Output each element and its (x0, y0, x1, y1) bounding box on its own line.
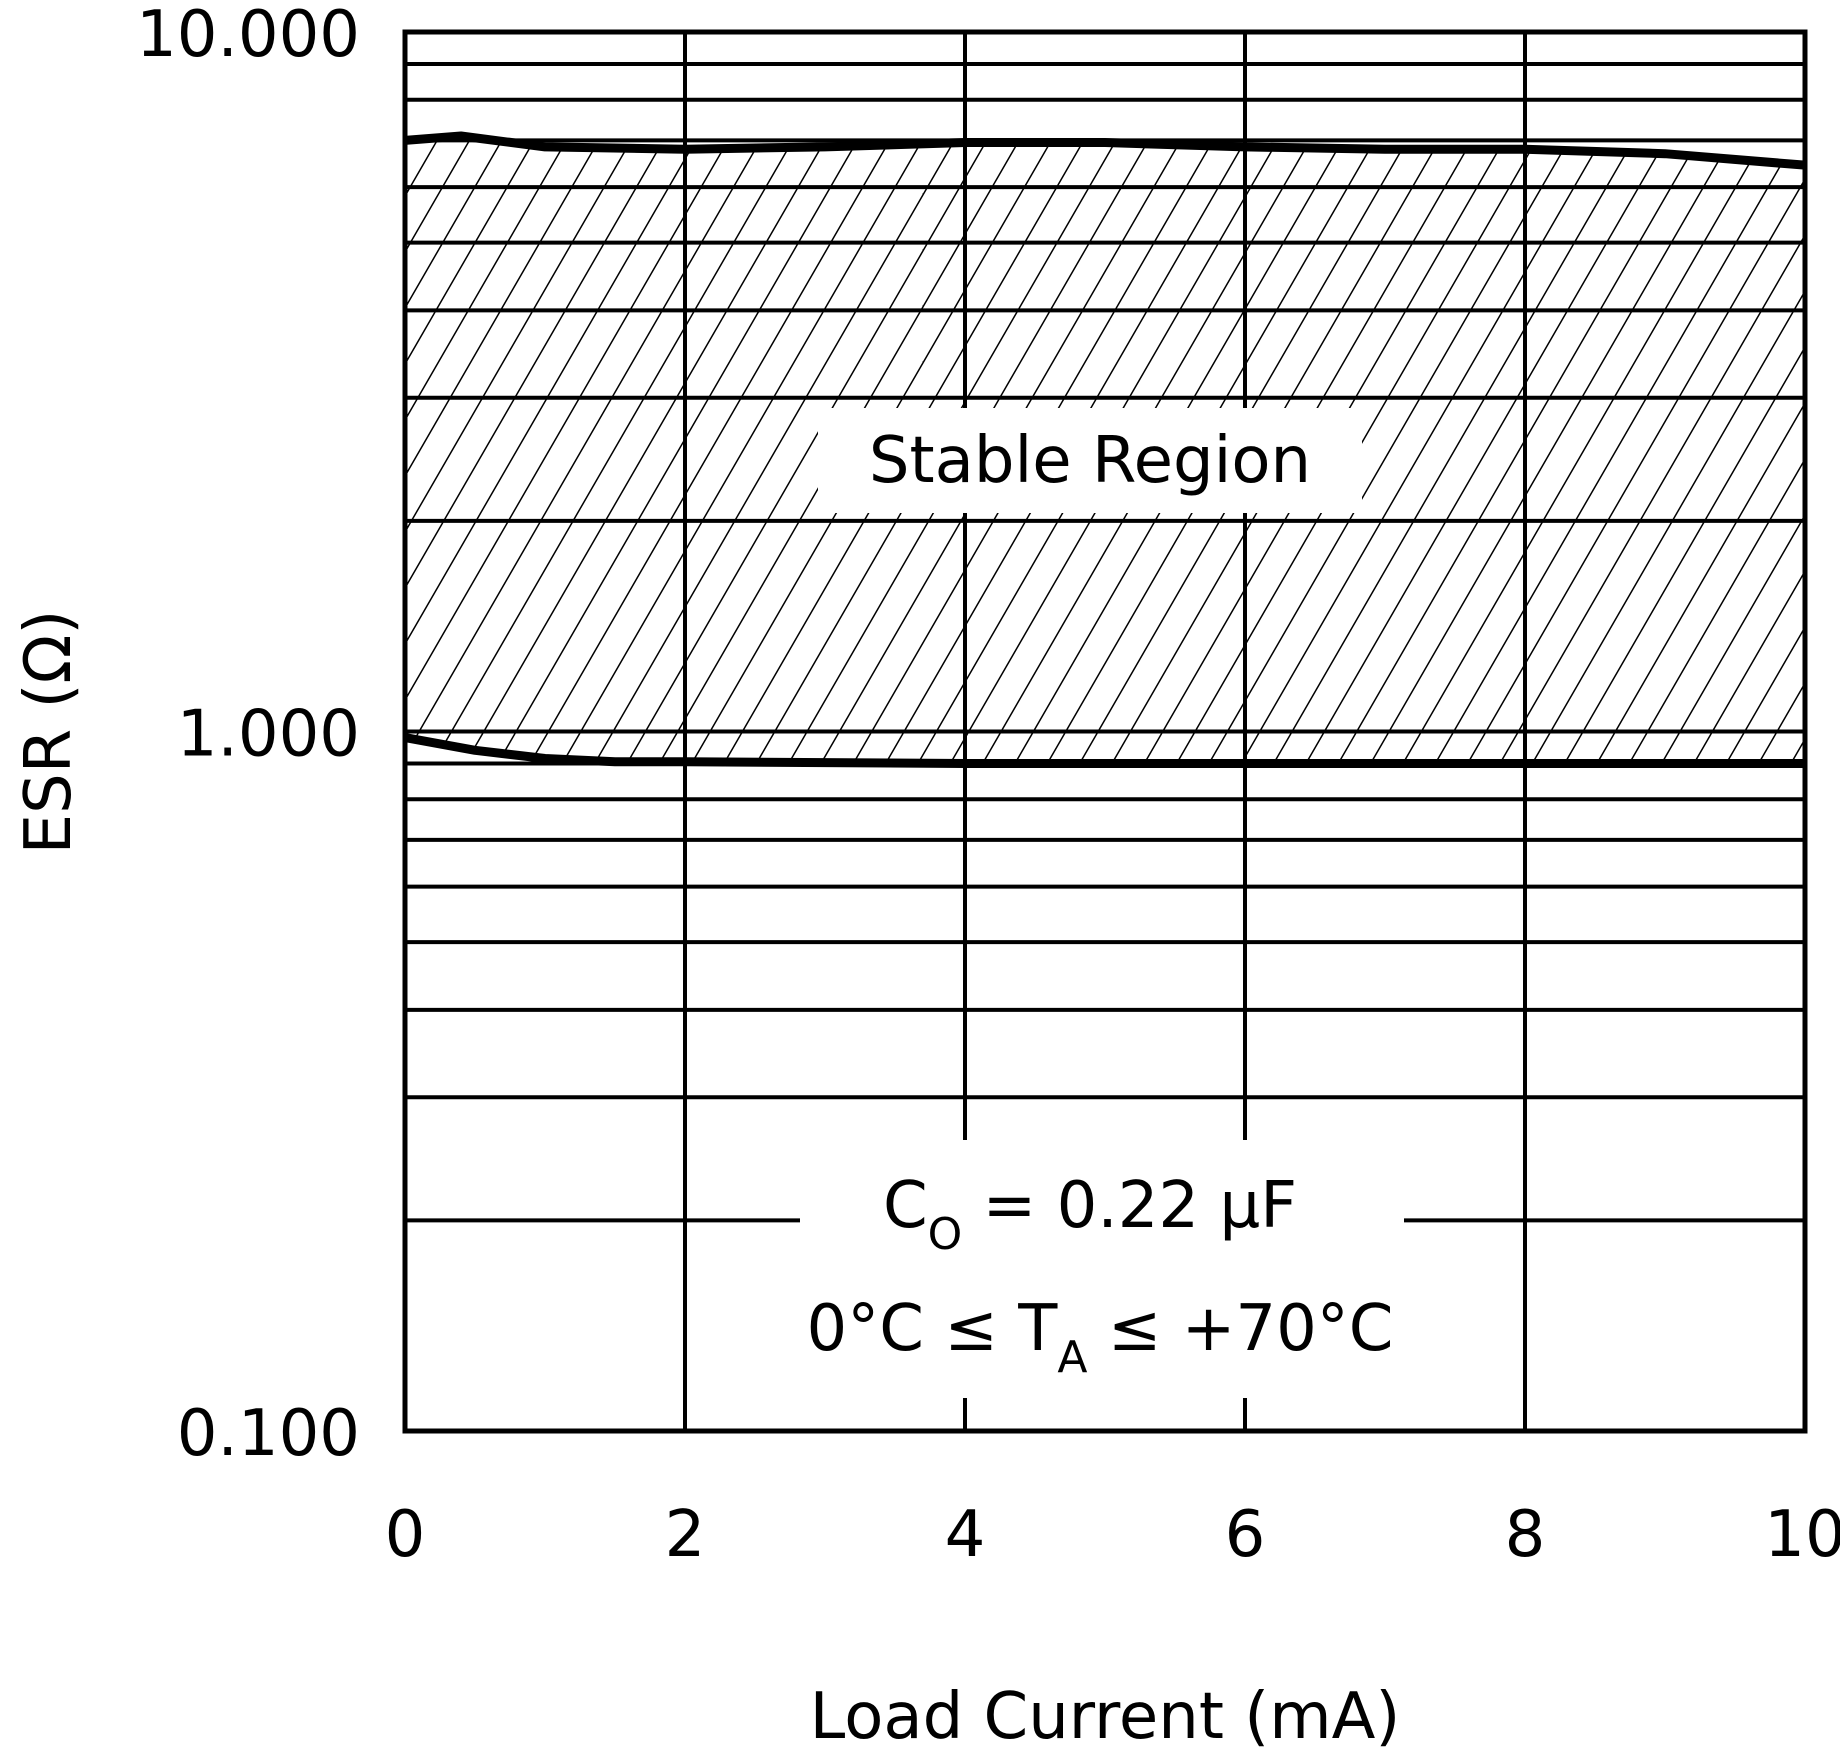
x-tick-label: 4 (945, 1498, 986, 1572)
x-axis-label: Load Current (mA) (810, 1680, 1401, 1752)
temperature-note: 0°C ≤ TA ≤ +70°C (807, 1292, 1394, 1383)
x-tick-label: 6 (1225, 1498, 1266, 1572)
upper-boundary-line (405, 131, 1805, 170)
x-tick-label: 0 (385, 1498, 426, 1572)
y-tick-label: 1.000 (177, 698, 360, 772)
plot-frame (402, 29, 1808, 1434)
conditions-note-bg (800, 1140, 1404, 1398)
x-tick-label: 8 (1505, 1498, 1546, 1572)
capacitance-note: CO = 0.22 μF (883, 1169, 1297, 1260)
region-boundaries (405, 131, 1805, 768)
x-tick-label: 2 (665, 1498, 706, 1572)
tick-labels: 0 2 4 6 8 10 0.100 1.000 10.000 (136, 0, 1840, 1572)
y-axis-label: ESR (Ω) (12, 610, 86, 855)
stable-region-label-bg (818, 408, 1362, 513)
x-tick-label: 10 (1764, 1498, 1840, 1572)
stable-region-label: Stable Region (869, 424, 1311, 498)
y-tick-label: 10.000 (136, 0, 360, 72)
y-tick-label: 0.100 (177, 1397, 360, 1471)
lower-boundary-line (405, 733, 1805, 768)
